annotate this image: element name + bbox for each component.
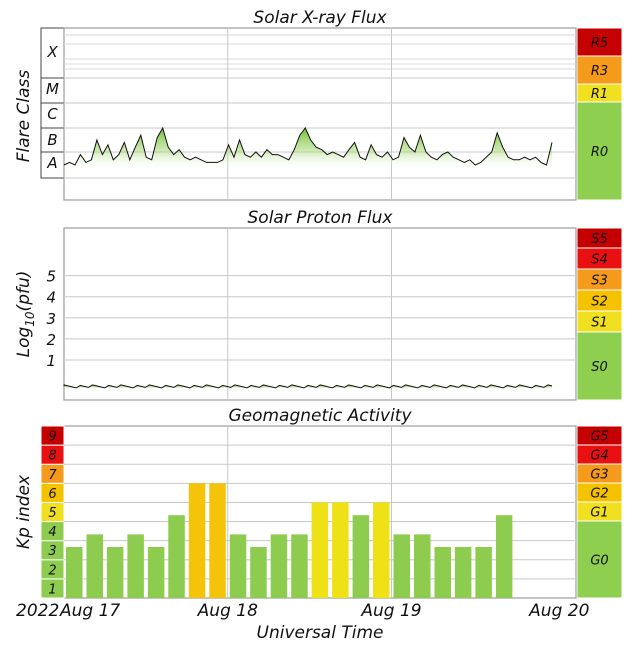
kp-level-label-6: 6 bbox=[48, 487, 56, 502]
proton-y-ticks: 5 4 3 2 1 bbox=[46, 268, 56, 370]
kp-level-label-5: 5 bbox=[48, 506, 56, 521]
xray-flux-area bbox=[64, 128, 552, 170]
scale-label-g3: G3 bbox=[590, 468, 608, 483]
kp-level-label-1: 1 bbox=[48, 582, 56, 597]
kp-bar bbox=[127, 534, 144, 598]
scale-label-g4: G4 bbox=[590, 449, 608, 464]
proton-ylabel-sub: 10 bbox=[23, 311, 37, 327]
kp-level-label-2: 2 bbox=[48, 563, 56, 578]
kp-level-label-8: 8 bbox=[48, 449, 56, 464]
xray-flux-series bbox=[63, 126, 553, 170]
kp-bar bbox=[414, 534, 431, 598]
xray-flux-line bbox=[63, 126, 553, 166]
kp-bar bbox=[229, 534, 247, 598]
kp-level-label-9: 9 bbox=[48, 430, 56, 445]
kp-bar bbox=[270, 534, 288, 598]
scale-label-g2: G2 bbox=[590, 487, 608, 502]
proton-flux-line bbox=[63, 384, 553, 389]
scale-label-s3: S3 bbox=[591, 274, 608, 289]
kp-bar bbox=[332, 502, 349, 598]
kp-bar bbox=[495, 515, 513, 598]
proton-tick-1: 1 bbox=[46, 352, 56, 370]
date-label: Aug 20 bbox=[528, 601, 589, 621]
kp-bar bbox=[454, 547, 472, 598]
kp-bar bbox=[209, 483, 226, 598]
scale-label-g0: G0 bbox=[590, 554, 608, 569]
date-labels: Aug 17 Aug 18 Aug 19 Aug 20 bbox=[59, 601, 589, 621]
xray-class-c: C bbox=[47, 105, 58, 123]
scale-label-s1: S1 bbox=[591, 316, 608, 331]
xray-class-x: X bbox=[46, 43, 58, 61]
kp-bar bbox=[106, 547, 124, 598]
proton-ylabel: Log10(pfu) bbox=[14, 271, 37, 358]
kp-ylabel: Kp index bbox=[14, 474, 34, 549]
proton-ylabel-tail: (pfu) bbox=[14, 271, 34, 312]
kp-panel: Geomagnetic Activity Kp index 123456789 … bbox=[14, 406, 623, 599]
xray-ylabel: Flare Class bbox=[14, 70, 34, 163]
xray-r-scale: R5 R3 R1 R0 bbox=[576, 27, 623, 201]
scale-label-r1: R1 bbox=[591, 87, 608, 102]
xray-title: Solar X-ray Flux bbox=[253, 8, 387, 28]
proton-tick-2: 2 bbox=[46, 331, 56, 349]
scale-label-r3: R3 bbox=[591, 64, 608, 79]
proton-plot-frame bbox=[63, 227, 577, 401]
kp-bars bbox=[66, 483, 513, 598]
kp-bar bbox=[352, 515, 370, 598]
x-axis-title: Universal Time bbox=[257, 623, 384, 643]
proton-ylabel-main: Log bbox=[14, 327, 34, 358]
kp-bar bbox=[291, 534, 308, 598]
proton-tick-5: 5 bbox=[46, 268, 56, 286]
kp-bar bbox=[147, 547, 165, 598]
scale-label-s5: S5 bbox=[591, 232, 608, 247]
proton-tick-3: 3 bbox=[46, 310, 56, 328]
date-label: Aug 19 bbox=[360, 601, 421, 621]
time-axis: 2022 Aug 17 Aug 18 Aug 19 Aug 20 Universal … bbox=[16, 601, 589, 643]
proton-flux-series bbox=[63, 384, 553, 389]
proton-tick-4: 4 bbox=[46, 289, 56, 307]
scale-label-r0: R0 bbox=[591, 145, 608, 160]
scale-label-s0: S0 bbox=[591, 360, 608, 375]
kp-bar bbox=[66, 547, 83, 598]
scale-block-r0 bbox=[576, 101, 623, 201]
proton-title: Solar Proton Flux bbox=[248, 208, 394, 228]
scale-label-s4: S4 bbox=[591, 253, 608, 268]
kp-bar bbox=[311, 502, 329, 598]
proton-s-scale: S5 S4 S3 S2 S1 S0 bbox=[576, 227, 623, 401]
scale-label-g1: G1 bbox=[590, 506, 608, 521]
scale-block-r5 bbox=[576, 27, 623, 57]
xray-grid bbox=[64, 28, 576, 200]
kp-g-scale: G5 G4 G3 G2 G1 G0 bbox=[576, 425, 623, 599]
kp-level-9 bbox=[40, 425, 65, 446]
kp-level-label-3: 3 bbox=[48, 544, 56, 559]
scale-label-s2: S2 bbox=[591, 295, 608, 310]
date-label: Aug 18 bbox=[197, 601, 258, 621]
kp-level-label-4: 4 bbox=[48, 525, 56, 540]
kp-bar bbox=[373, 502, 390, 598]
scale-block-g0 bbox=[576, 520, 623, 599]
kp-bar bbox=[475, 547, 492, 598]
kp-bar bbox=[393, 534, 410, 598]
kp-bar bbox=[168, 515, 185, 598]
xray-class-m: M bbox=[46, 80, 59, 98]
kp-bar bbox=[188, 483, 206, 598]
scale-label-r5: R5 bbox=[591, 36, 608, 51]
kp-bar bbox=[434, 547, 451, 598]
kp-level-column: 1 2 3 4 5 6 7 8 9 bbox=[40, 425, 65, 599]
xray-plot-frame bbox=[63, 27, 577, 201]
year-label: 2022 bbox=[16, 601, 59, 621]
scale-label-g5: G5 bbox=[590, 430, 608, 445]
kp-bar bbox=[86, 534, 103, 598]
proton-grid bbox=[64, 228, 576, 400]
kp-bar bbox=[250, 547, 267, 598]
kp-title: Geomagnetic Activity bbox=[228, 406, 412, 426]
xray-class-a: A bbox=[46, 154, 57, 172]
scale-block-s0 bbox=[576, 331, 623, 401]
date-label: Aug 17 bbox=[59, 601, 120, 621]
kp-level-label-7: 7 bbox=[48, 468, 57, 483]
xray-class-b: B bbox=[47, 131, 57, 149]
